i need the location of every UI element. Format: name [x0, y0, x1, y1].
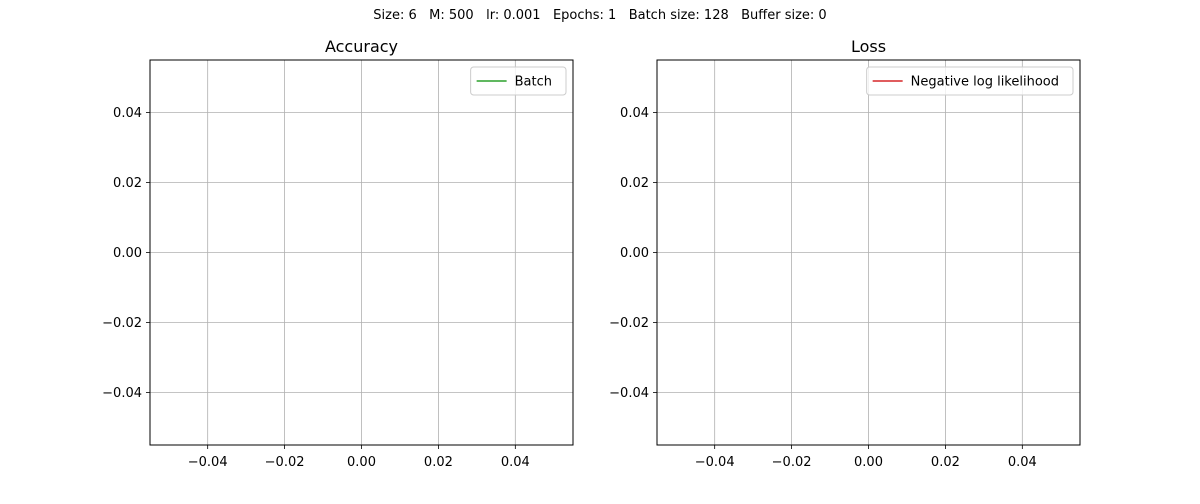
legend: Batch	[470, 66, 567, 96]
x-tick-label: 0.04	[1008, 455, 1037, 470]
legend-label: Negative log likelihood	[911, 75, 1059, 90]
chart-panel-1: −0.04 −0.02 0.00 0.02 0.04 −0.04 −0.02 0.00 0.02…	[102, 37, 574, 470]
x-tick-label: 0.02	[424, 455, 453, 470]
chart-panel-2: −0.04 −0.02 0.00 0.02 0.04 −0.04 −0.02 0.00 0.02…	[609, 37, 1081, 470]
x-tick-label: −0.04	[188, 455, 228, 470]
x-tick-label: −0.04	[695, 455, 735, 470]
y-tick-label: 0.02	[113, 176, 142, 191]
chart-title: Accuracy	[325, 37, 398, 56]
y-tick-label: −0.04	[609, 386, 649, 401]
x-tick-label: 0.00	[854, 455, 883, 470]
x-tick-label: −0.02	[265, 455, 305, 470]
y-tick-label: −0.04	[102, 386, 142, 401]
x-tick-label: 0.04	[501, 455, 530, 470]
y-tick-label: −0.02	[609, 316, 649, 331]
legend-box	[470, 66, 567, 96]
y-tick-label: −0.02	[102, 316, 142, 331]
figure-suptitle: Size: 6 M: 500 lr: 0.001 Epochs: 1 Batch…	[373, 8, 827, 23]
y-tick-label: 0.00	[113, 246, 142, 261]
y-tick-label: 0.00	[620, 246, 649, 261]
x-tick-label: 0.02	[931, 455, 960, 470]
y-tick-label: 0.04	[620, 106, 649, 121]
chart-title: Loss	[851, 37, 886, 56]
x-tick-label: −0.02	[772, 455, 812, 470]
legend: Negative log likelihood	[866, 66, 1074, 96]
y-tick-label: 0.04	[113, 106, 142, 121]
legend-label: Batch	[515, 75, 552, 90]
x-tick-label: 0.00	[347, 455, 376, 470]
legend-box	[866, 66, 1074, 96]
y-tick-label: 0.02	[620, 176, 649, 191]
